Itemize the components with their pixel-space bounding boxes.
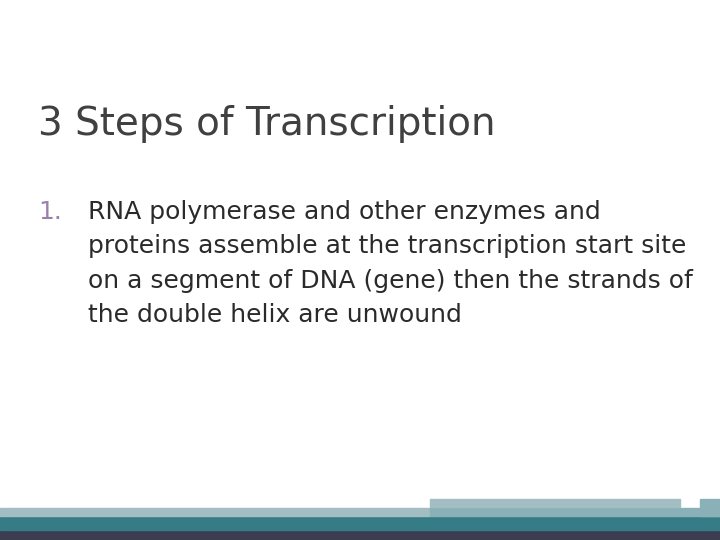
Bar <box>430 499 680 507</box>
Text: RNA polymerase and other enzymes and
proteins assemble at the transcription star: RNA polymerase and other enzymes and pro… <box>88 200 693 327</box>
Bar <box>0 517 720 530</box>
Bar <box>430 508 720 516</box>
Bar <box>0 508 430 516</box>
Bar <box>0 530 720 540</box>
Text: 3 Steps of Transcription: 3 Steps of Transcription <box>38 105 495 143</box>
Bar <box>700 499 720 516</box>
Text: 1.: 1. <box>38 200 62 224</box>
